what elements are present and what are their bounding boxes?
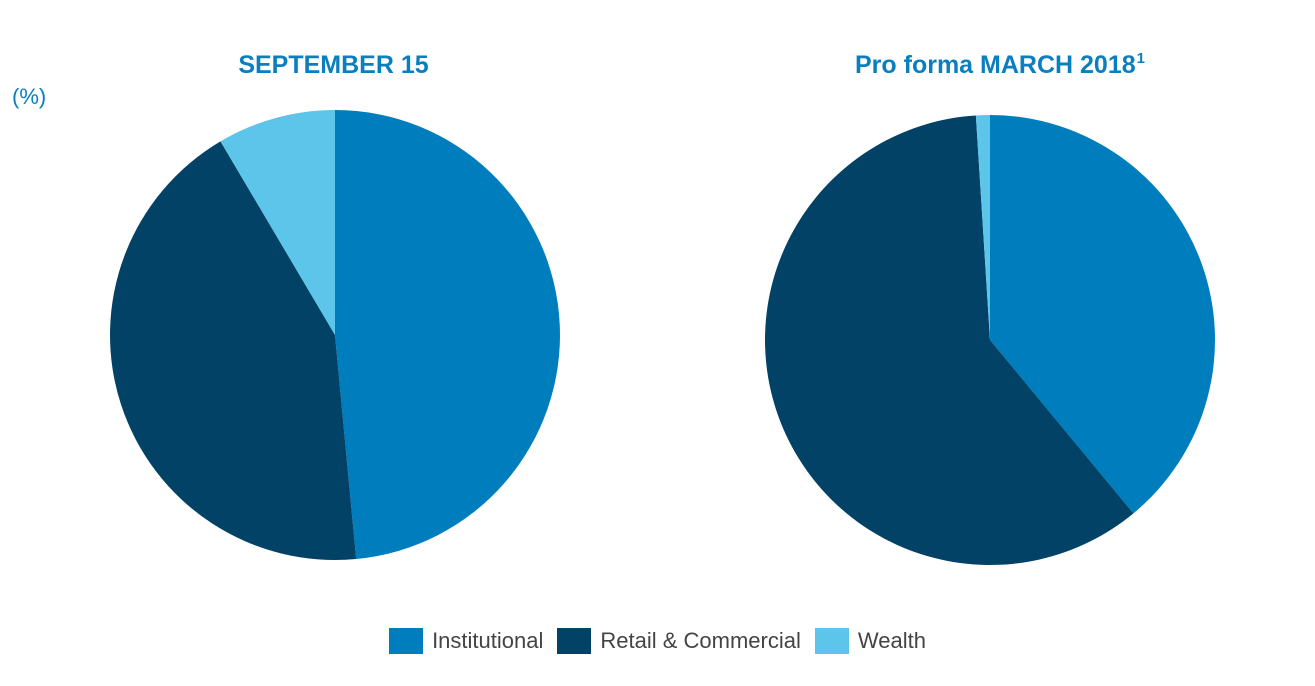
legend-swatch-institutional: [389, 628, 424, 654]
pie-slice-wealth: [975, 114, 990, 340]
pie-slice-wealth: [220, 110, 335, 335]
legend-item-institutional: Institutional: [389, 628, 543, 654]
chart-title-text: SEPTEMBER 15: [238, 51, 429, 79]
legend-swatch-wealth: [814, 628, 849, 654]
chart-title-text: Pro forma MARCH 2018: [855, 51, 1136, 79]
pie-slice-retail-commercial: [110, 141, 357, 560]
legend: Institutional Retail & Commercial Wealth: [0, 628, 1315, 654]
unit-label: (%): [12, 84, 47, 109]
chart-title-superscript: 1: [1136, 50, 1145, 67]
legend-swatch-retail-commercial: [557, 628, 592, 654]
legend-label-institutional: Institutional: [432, 628, 544, 653]
pie-chart-pro-forma-march-2018: [765, 114, 1216, 565]
legend-item-wealth: Wealth: [814, 628, 926, 654]
pie-slice-institutional: [335, 110, 560, 559]
legend-label-wealth: Wealth: [857, 628, 926, 653]
chart-title-september-15: SEPTEMBER 15: [114, 50, 554, 80]
pie-slice-retail-commercial: [765, 115, 1134, 565]
legend-item-retail-commercial: Retail & Commercial: [557, 628, 801, 654]
pie-slice-institutional: [990, 115, 1216, 514]
legend-label-retail-commercial: Retail & Commercial: [600, 628, 801, 653]
chart-title-pro-forma-march-2018: Pro forma MARCH 20181: [770, 50, 1230, 80]
pie-chart-september-15: [110, 110, 560, 560]
